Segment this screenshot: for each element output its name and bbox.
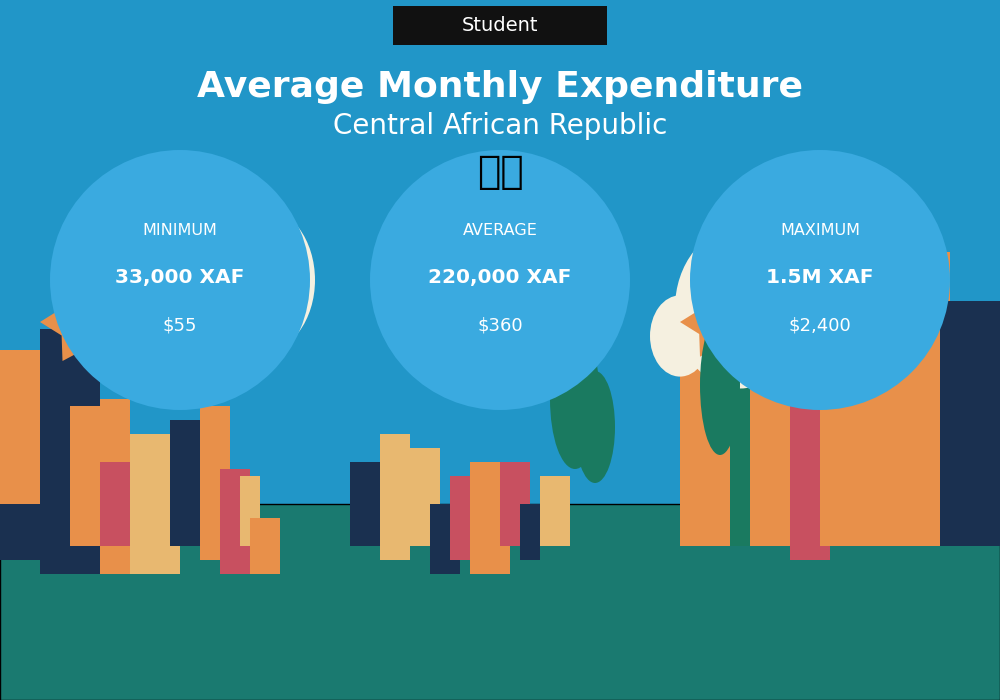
Ellipse shape xyxy=(675,228,805,388)
Ellipse shape xyxy=(370,150,630,410)
Text: 33,000 XAF: 33,000 XAF xyxy=(115,268,245,287)
Ellipse shape xyxy=(550,329,600,469)
Ellipse shape xyxy=(373,153,627,407)
Text: 1.5M XAF: 1.5M XAF xyxy=(766,268,874,287)
Text: MAXIMUM: MAXIMUM xyxy=(780,223,860,238)
Bar xyxy=(220,469,250,574)
FancyBboxPatch shape xyxy=(393,6,607,45)
Text: $360: $360 xyxy=(477,316,523,335)
Ellipse shape xyxy=(575,371,615,483)
Bar xyxy=(520,504,540,560)
Text: $2,400: $2,400 xyxy=(789,316,851,335)
Text: MINIMUM: MINIMUM xyxy=(143,223,217,238)
Bar xyxy=(790,350,830,560)
Text: AVERAGE: AVERAGE xyxy=(463,223,537,238)
Bar xyxy=(430,504,460,574)
Bar xyxy=(0,504,50,560)
Bar xyxy=(100,399,130,574)
Bar xyxy=(70,406,110,546)
Bar xyxy=(500,462,530,546)
Ellipse shape xyxy=(700,315,740,455)
Ellipse shape xyxy=(53,153,307,407)
Text: 220,000 XAF: 220,000 XAF xyxy=(428,268,572,287)
Bar xyxy=(870,336,910,546)
Text: $55: $55 xyxy=(163,316,197,335)
Bar xyxy=(680,301,740,546)
Ellipse shape xyxy=(725,206,835,354)
Text: Student: Student xyxy=(462,15,538,35)
Ellipse shape xyxy=(155,228,285,388)
Bar xyxy=(540,476,570,546)
Bar xyxy=(0,350,70,546)
Ellipse shape xyxy=(205,206,315,354)
Bar xyxy=(200,406,230,560)
Bar xyxy=(730,350,760,546)
Bar xyxy=(100,462,140,546)
Bar xyxy=(130,434,180,574)
Polygon shape xyxy=(40,283,130,361)
Bar xyxy=(40,329,100,574)
Ellipse shape xyxy=(50,150,310,410)
Text: Average Monthly Expenditure: Average Monthly Expenditure xyxy=(197,71,803,104)
Bar xyxy=(450,476,480,560)
Ellipse shape xyxy=(690,150,950,410)
Bar xyxy=(820,231,880,546)
Ellipse shape xyxy=(650,295,710,377)
Bar xyxy=(350,462,390,546)
Bar xyxy=(240,476,260,546)
Polygon shape xyxy=(680,287,760,357)
Bar xyxy=(750,280,800,546)
FancyBboxPatch shape xyxy=(0,504,1000,700)
Bar xyxy=(170,420,210,546)
Text: 🇨🇫: 🇨🇫 xyxy=(477,153,523,190)
Bar xyxy=(470,462,510,574)
Ellipse shape xyxy=(693,153,947,407)
Bar xyxy=(380,434,410,560)
Bar xyxy=(900,252,950,546)
Bar xyxy=(940,301,1000,546)
Text: Central African Republic: Central African Republic xyxy=(333,112,667,140)
Bar xyxy=(400,448,440,546)
Bar xyxy=(250,518,280,574)
